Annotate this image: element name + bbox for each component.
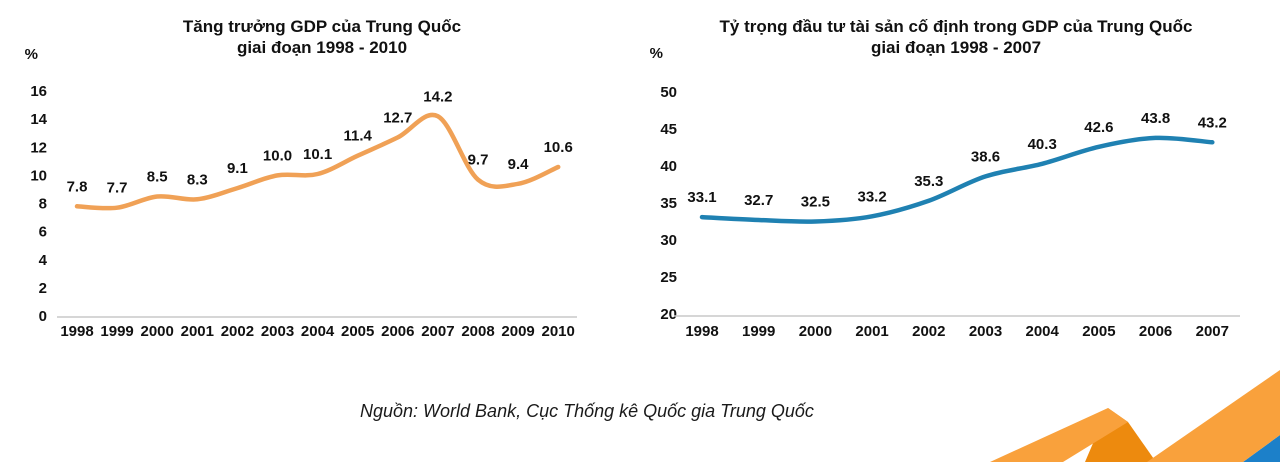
y-tick-label: 0 xyxy=(39,308,47,325)
y-tick-label: 4 xyxy=(39,252,48,269)
logo-light-orange-right-band xyxy=(1147,370,1280,462)
y-tick-label: 2 xyxy=(39,280,47,297)
zigzag-chart-logo xyxy=(990,370,1280,462)
y-tick-label: 6 xyxy=(39,224,47,241)
chart-subtitle: giai đoạn 1998 - 2007 xyxy=(871,38,1041,57)
y-axis-unit-label: % xyxy=(650,45,663,62)
data-point-label: 38.6 xyxy=(971,148,1000,165)
data-point-label: 14.2 xyxy=(423,88,452,105)
chart-subtitle: giai đoạn 1998 - 2010 xyxy=(237,38,407,57)
x-tick-label: 2009 xyxy=(501,323,534,340)
x-tick-label: 2007 xyxy=(1196,323,1229,340)
data-point-label: 9.4 xyxy=(508,156,530,173)
data-point-label: 9.7 xyxy=(468,152,489,169)
data-point-label: 8.5 xyxy=(147,168,168,185)
y-axis-unit-label: % xyxy=(25,46,38,63)
data-point-label: 43.2 xyxy=(1198,114,1227,131)
y-tick-label: 40 xyxy=(660,158,677,175)
fixed-asset-investment-chart: Tỷ trọng đầu tư tài sản cố định trong GD… xyxy=(640,0,1280,350)
x-tick-label: 2002 xyxy=(912,323,945,340)
y-tick-label: 45 xyxy=(660,121,677,138)
y-tick-label: 50 xyxy=(660,84,677,101)
x-tick-label: 2007 xyxy=(421,323,454,340)
fixed-asset-investment-line xyxy=(699,135,1215,224)
x-tick-label: 2001 xyxy=(855,323,888,340)
data-point-label: 9.1 xyxy=(227,160,248,177)
x-tick-label: 2005 xyxy=(341,323,374,340)
y-tick-label: 35 xyxy=(660,195,677,212)
x-tick-label: 2005 xyxy=(1082,323,1115,340)
data-point-label: 32.7 xyxy=(744,192,773,209)
x-tick-label: 1998 xyxy=(685,323,718,340)
data-point-label: 33.1 xyxy=(687,189,716,206)
data-point-label: 42.6 xyxy=(1084,119,1113,136)
x-tick-label: 2003 xyxy=(261,323,294,340)
y-tick-label: 10 xyxy=(30,167,47,184)
data-point-label: 33.2 xyxy=(857,188,886,205)
x-tick-label: 2004 xyxy=(301,323,335,340)
y-tick-label: 16 xyxy=(30,83,47,100)
data-point-label: 10.6 xyxy=(544,139,573,156)
y-tick-label: 14 xyxy=(30,111,47,128)
logo-light-orange-rising-band xyxy=(990,408,1128,462)
y-tick-label: 8 xyxy=(39,196,47,213)
data-point-label: 40.3 xyxy=(1028,136,1057,153)
data-point-label: 10.1 xyxy=(303,146,332,163)
x-tick-label: 2010 xyxy=(542,323,575,340)
gdp-growth-chart: Tăng trưởng GDP của Trung Quốc giai đoạn … xyxy=(0,0,640,350)
x-tick-label: 2002 xyxy=(221,323,254,340)
y-tick-label: 25 xyxy=(660,269,677,286)
x-tick-label: 1999 xyxy=(100,323,133,340)
data-point-label: 7.8 xyxy=(67,178,88,195)
x-tick-label: 2003 xyxy=(969,323,1002,340)
y-tick-label: 30 xyxy=(660,232,677,249)
chart-title: Tỷ trọng đầu tư tài sản cố định trong GD… xyxy=(720,17,1193,36)
x-tick-label: 1999 xyxy=(742,323,775,340)
data-point-label: 43.8 xyxy=(1141,110,1170,127)
gdp-growth-chart-canvas: Tăng trưởng GDP của Trung Quốc giai đoạn … xyxy=(25,17,577,340)
gdp-growth-line xyxy=(74,112,561,211)
data-point-label: 12.7 xyxy=(383,109,412,126)
data-point-label: 32.5 xyxy=(801,194,830,211)
x-tick-label: 2000 xyxy=(799,323,832,340)
x-tick-label: 2008 xyxy=(461,323,494,340)
fixed-asset-investment-chart-canvas: Tỷ trọng đầu tư tài sản cố định trong GD… xyxy=(650,17,1240,340)
data-point-label: 10.0 xyxy=(263,147,292,164)
x-tick-label: 2000 xyxy=(141,323,174,340)
data-point-label: 7.7 xyxy=(107,180,128,197)
data-point-label: 8.3 xyxy=(187,171,208,188)
y-tick-label: 12 xyxy=(30,139,47,156)
x-tick-label: 2004 xyxy=(1026,323,1060,340)
source-note: Nguồn: World Bank, Cục Thống kê Quốc gia… xyxy=(360,401,814,421)
data-point-label: 11.4 xyxy=(344,128,373,145)
y-tick-label: 20 xyxy=(660,306,677,323)
x-tick-label: 2001 xyxy=(181,323,214,340)
x-tick-label: 2006 xyxy=(381,323,414,340)
x-tick-label: 1998 xyxy=(60,323,93,340)
data-point-label: 35.3 xyxy=(914,173,943,190)
x-tick-label: 2006 xyxy=(1139,323,1172,340)
chart-title: Tăng trưởng GDP của Trung Quốc xyxy=(183,17,461,36)
